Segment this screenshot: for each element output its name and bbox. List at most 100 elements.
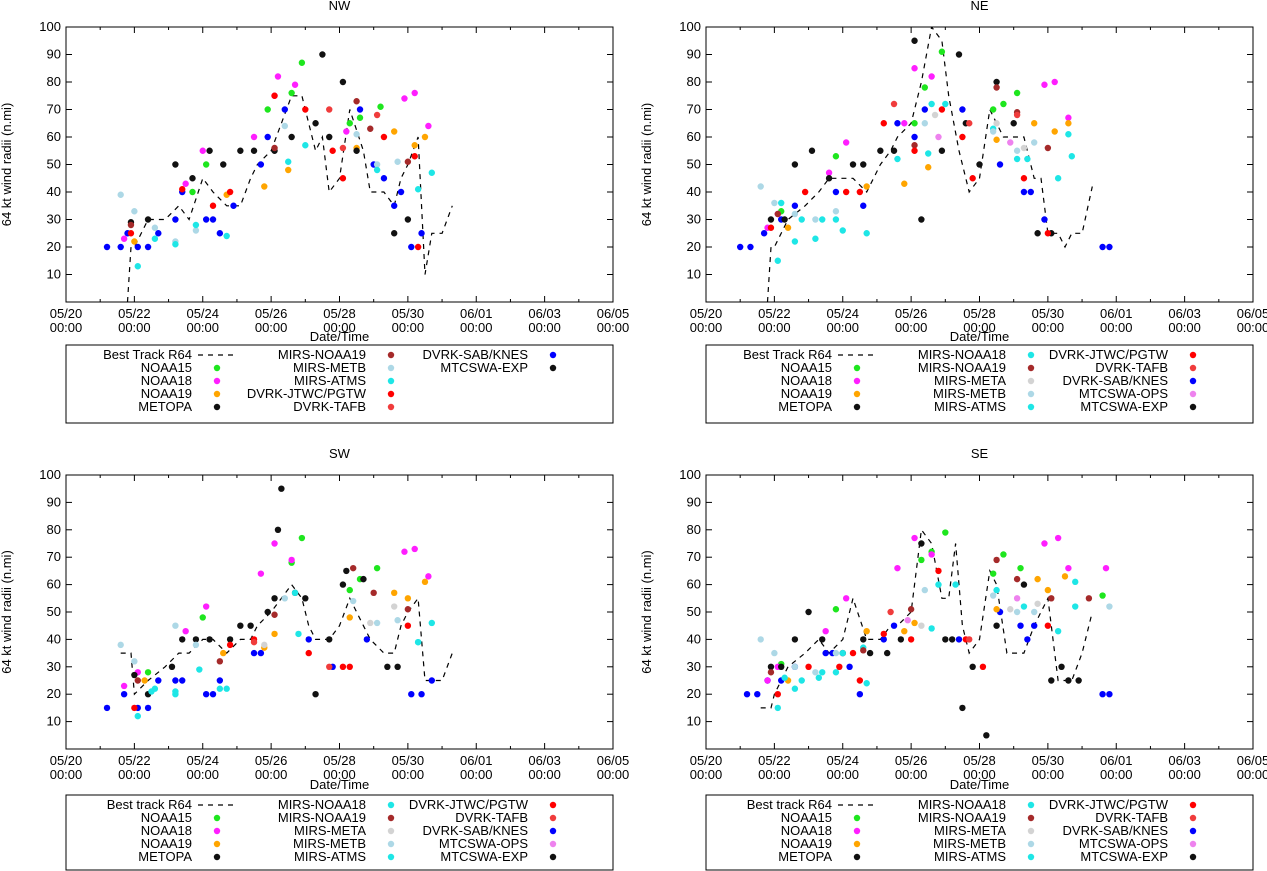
data-point	[353, 131, 360, 138]
x-tick-label: 05/28	[323, 306, 356, 321]
legend-label: MIRS-NOAA19	[278, 810, 366, 825]
data-point	[326, 636, 333, 643]
data-point	[771, 199, 778, 207]
data-point	[295, 630, 302, 638]
legend-swatch-dot	[853, 364, 861, 372]
legend-label: METOPA	[138, 399, 192, 414]
legend-swatch-dot	[853, 840, 861, 848]
data-point	[363, 636, 371, 643]
legend-label: NOAA15	[781, 360, 832, 375]
data-point	[832, 649, 840, 657]
data-point	[353, 98, 360, 105]
data-point	[127, 221, 135, 229]
data-point	[257, 570, 265, 577]
x-tick-label: 06/05	[597, 306, 630, 321]
data-point	[271, 540, 278, 547]
data-point	[346, 120, 353, 127]
data-point	[839, 649, 846, 657]
x-tick-label: 00:00	[50, 767, 83, 782]
x-tick-label: 00:00	[597, 320, 630, 335]
y-tick-label: 60	[687, 129, 701, 144]
data-point	[1061, 573, 1069, 580]
data-point	[774, 210, 781, 218]
data-point	[736, 243, 744, 251]
data-point	[1034, 575, 1041, 583]
y-tick-label: 40	[687, 631, 701, 646]
y-tick-label: 90	[47, 47, 61, 62]
data-point	[832, 216, 840, 223]
data-point	[911, 133, 918, 141]
y-tick-label: 70	[47, 102, 61, 117]
data-point	[1024, 636, 1031, 643]
x-tick-label: 00:00	[528, 767, 561, 782]
data-point	[339, 581, 347, 588]
data-point	[743, 691, 751, 698]
data-point	[894, 120, 901, 127]
data-point	[274, 73, 282, 80]
data-point	[832, 669, 840, 676]
data-point	[373, 166, 381, 174]
data-point	[172, 677, 179, 684]
data-point	[216, 685, 224, 692]
legend-label: MIRS-NOAA18	[918, 347, 1006, 362]
data-point	[1102, 564, 1110, 572]
data-point	[942, 529, 949, 536]
x-tick-label: 05/30	[392, 306, 425, 321]
data-point	[247, 622, 254, 629]
data-point	[326, 133, 333, 141]
data-point	[343, 128, 350, 135]
data-point	[404, 216, 412, 223]
data-point	[989, 570, 997, 577]
data-point	[890, 622, 898, 629]
data-point	[966, 636, 973, 643]
data-point	[151, 235, 159, 242]
data-point	[1099, 691, 1106, 698]
y-tick-label: 100	[39, 19, 61, 34]
data-point	[418, 691, 425, 698]
data-point	[189, 188, 196, 196]
data-point	[747, 243, 754, 251]
data-point	[298, 534, 306, 542]
data-point	[1054, 627, 1062, 635]
data-point	[754, 691, 761, 698]
data-point	[1051, 78, 1058, 86]
x-tick-label: 06/03	[1168, 306, 1201, 321]
y-tick-label: 70	[687, 549, 701, 564]
data-point	[401, 548, 408, 555]
legend-swatch-dot	[213, 814, 221, 822]
legend-swatch-dot	[387, 390, 395, 398]
legend-swatch-dot	[1027, 390, 1035, 398]
data-point	[404, 595, 412, 602]
legend-label: MIRS-METB	[293, 360, 366, 375]
data-point	[989, 128, 997, 135]
data-point	[805, 663, 812, 670]
data-point	[774, 257, 781, 264]
data-point	[421, 578, 429, 586]
data-point	[179, 636, 186, 643]
data-point	[1072, 578, 1079, 586]
data-point	[199, 147, 206, 154]
y-tick-label: 30	[47, 659, 61, 674]
data-point	[863, 680, 870, 687]
legend-swatch-dot	[1189, 814, 1197, 822]
data-point	[131, 238, 138, 245]
legend-box	[705, 344, 1254, 424]
legend-label: MIRS-ATMS	[934, 399, 1006, 414]
data-point	[206, 636, 213, 643]
plot-area	[103, 51, 453, 302]
data-point	[808, 147, 816, 154]
y-tick-label: 100	[39, 467, 61, 482]
data-point	[179, 677, 186, 684]
data-point	[894, 155, 901, 163]
legend-label: DVRK-SAB/KNES	[1063, 373, 1169, 388]
data-point	[257, 649, 265, 657]
data-point	[339, 78, 347, 86]
data-point	[791, 663, 799, 670]
x-tick-label: 05/24	[186, 753, 219, 768]
data-point	[760, 230, 768, 237]
data-point	[983, 732, 990, 739]
legend-swatch-dot	[1189, 853, 1197, 861]
data-point	[305, 636, 312, 643]
data-point	[832, 606, 840, 613]
x-tick-label: 00:00	[1100, 767, 1133, 782]
